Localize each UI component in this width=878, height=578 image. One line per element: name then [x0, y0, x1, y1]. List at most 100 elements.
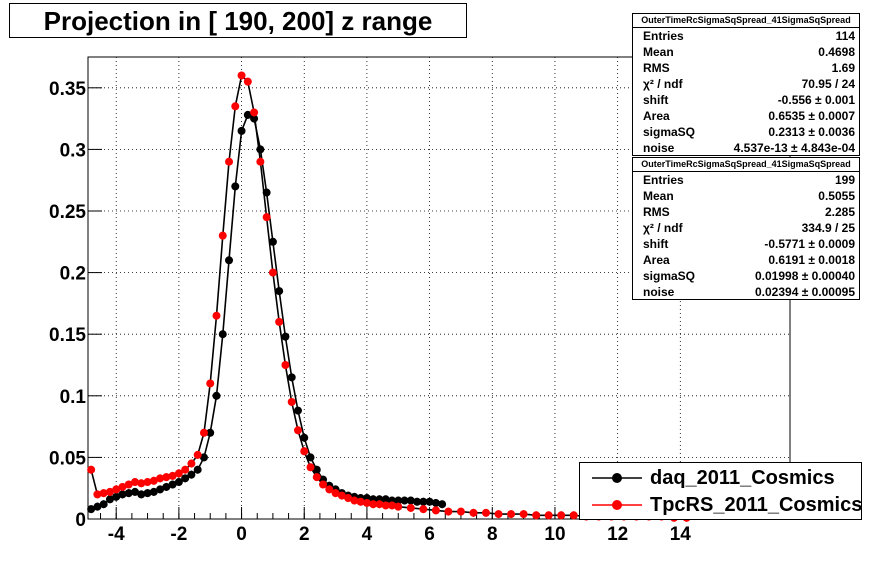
stats-row: χ² / ndf 70.95 / 24	[633, 76, 859, 92]
data-point	[275, 287, 284, 296]
data-point	[168, 471, 177, 480]
data-point	[118, 482, 127, 491]
data-point	[356, 497, 365, 506]
data-point	[425, 497, 434, 506]
data-point	[99, 500, 108, 509]
data-point	[112, 492, 121, 501]
data-point	[187, 470, 196, 479]
data-point	[275, 317, 284, 326]
stats-key: shift	[643, 93, 669, 107]
data-point	[93, 502, 102, 511]
stats-value: 0.6191 ± 0.0018	[768, 253, 855, 267]
data-point	[162, 473, 171, 482]
data-point	[181, 474, 190, 483]
data-point	[218, 330, 227, 339]
data-point	[206, 379, 215, 388]
data-point	[293, 426, 302, 435]
data-point	[387, 501, 396, 510]
data-point	[325, 485, 334, 494]
data-point	[494, 510, 503, 519]
stats-value: 70.95 / 24	[801, 77, 855, 91]
data-point	[319, 480, 328, 489]
data-point	[131, 478, 140, 487]
data-point	[300, 447, 309, 456]
data-point	[350, 496, 359, 505]
data-point	[218, 231, 227, 240]
stats-key: RMS	[643, 205, 670, 219]
stats-value: 0.4698	[818, 45, 855, 59]
data-point	[231, 182, 240, 191]
stats-box-daq: OuterTimeRcSigmaSqSpread_41SigmaSqSpread…	[632, 13, 860, 156]
legend-item-daq: daq_2011_Cosmics	[588, 465, 858, 491]
data-point	[431, 498, 440, 507]
data-point	[193, 450, 202, 459]
x-tick-label: 10	[544, 524, 565, 545]
x-tick-label: 4	[362, 524, 373, 545]
data-point	[87, 465, 96, 474]
stats-value: 1.69	[831, 61, 855, 75]
data-point	[143, 478, 152, 487]
x-tick-label: 2	[299, 524, 310, 545]
data-point	[256, 157, 265, 166]
data-point	[143, 489, 152, 498]
data-point	[256, 145, 265, 154]
data-point	[99, 489, 108, 498]
stats-row: noise 0.02394 ± 0.00095	[633, 284, 859, 300]
data-point	[400, 496, 409, 505]
data-point	[199, 453, 208, 462]
x-tick-label: -4	[108, 524, 125, 545]
data-point	[87, 505, 96, 514]
data-point	[369, 500, 378, 509]
data-point	[118, 490, 127, 499]
stats-value: 0.02394 ± 0.00095	[754, 285, 855, 299]
data-point	[419, 505, 428, 514]
data-point	[544, 511, 553, 520]
stats-row: Area 0.6535 ± 0.0007	[633, 108, 859, 124]
data-point	[306, 453, 315, 462]
legend-label: TpcRS_2011_Cosmics	[650, 494, 863, 516]
stats-row: Mean 0.4698	[633, 44, 859, 60]
stats-row: noise 4.537e-13 ± 4.843e-04	[633, 140, 859, 156]
stats-row: RMS 2.285	[633, 204, 859, 220]
data-point	[212, 391, 221, 400]
data-point	[519, 510, 528, 519]
data-point	[237, 126, 246, 135]
x-tick-label: 14	[670, 524, 692, 545]
data-point	[187, 459, 196, 468]
stats-key: Mean	[643, 189, 674, 203]
legend-marker-icon	[592, 473, 642, 483]
data-point	[268, 268, 277, 277]
data-point	[482, 508, 491, 517]
data-point	[156, 474, 165, 483]
stats-header: OuterTimeRcSigmaSqSpread_41SigmaSqSpread	[633, 158, 859, 172]
data-point	[199, 428, 208, 437]
data-point	[168, 480, 177, 489]
stats-row: Entries 199	[633, 172, 859, 188]
stats-row: χ² / ndf 334.9 / 25	[633, 220, 859, 236]
data-point	[337, 491, 346, 500]
data-point	[312, 473, 321, 482]
data-point	[137, 490, 146, 499]
x-tick-label: 6	[424, 524, 435, 545]
y-tick-label: 0	[75, 510, 86, 531]
data-point	[375, 500, 384, 509]
stats-value: -0.5771 ± 0.0009	[764, 237, 855, 251]
data-point	[300, 433, 309, 442]
data-point	[206, 428, 215, 437]
data-point	[243, 77, 252, 86]
data-point	[469, 508, 478, 517]
data-point	[237, 71, 246, 80]
data-point	[312, 465, 321, 474]
data-point	[149, 487, 158, 496]
legend-label: daq_2011_Cosmics	[650, 467, 835, 489]
data-point	[105, 487, 114, 496]
data-point	[557, 511, 566, 520]
data-point	[149, 476, 158, 485]
data-point	[131, 487, 140, 496]
data-point	[444, 507, 453, 516]
data-point	[193, 465, 202, 474]
stats-header: OuterTimeRcSigmaSqSpread_41SigmaSqSpread	[633, 14, 859, 28]
data-point	[507, 510, 516, 519]
data-point	[124, 489, 133, 498]
stats-key: noise	[643, 285, 675, 299]
